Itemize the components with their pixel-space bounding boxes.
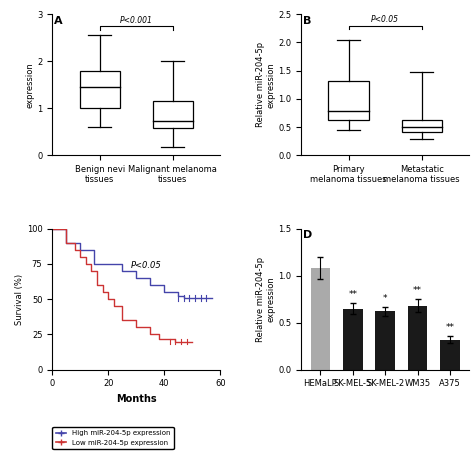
- Bar: [343, 309, 363, 370]
- Text: **: **: [446, 323, 455, 332]
- Text: *: *: [383, 294, 387, 303]
- Text: **: **: [348, 290, 357, 299]
- Text: P<0.05: P<0.05: [131, 261, 161, 270]
- Bar: [440, 340, 460, 370]
- Bar: [153, 101, 193, 128]
- Text: A: A: [55, 16, 63, 26]
- Legend: High miR-204-5p expression, Low miR-204-5p expression: High miR-204-5p expression, Low miR-204-…: [52, 427, 173, 449]
- X-axis label: Months: Months: [116, 394, 156, 404]
- Bar: [408, 306, 427, 370]
- Y-axis label: Relative miR-204-5p
expression: Relative miR-204-5p expression: [256, 42, 275, 128]
- Text: B: B: [303, 16, 311, 26]
- Y-axis label: expression: expression: [25, 62, 34, 108]
- Bar: [311, 268, 330, 370]
- Bar: [328, 81, 369, 120]
- Text: P<0.05: P<0.05: [371, 15, 399, 24]
- Text: D: D: [303, 230, 312, 240]
- Y-axis label: Survival (%): Survival (%): [15, 273, 24, 325]
- Bar: [375, 311, 395, 370]
- Text: P<0.001: P<0.001: [120, 16, 153, 25]
- Bar: [80, 71, 120, 108]
- Bar: [401, 120, 442, 132]
- Y-axis label: Relative miR-204-5p
expression: Relative miR-204-5p expression: [256, 256, 275, 342]
- Text: **: **: [413, 286, 422, 295]
